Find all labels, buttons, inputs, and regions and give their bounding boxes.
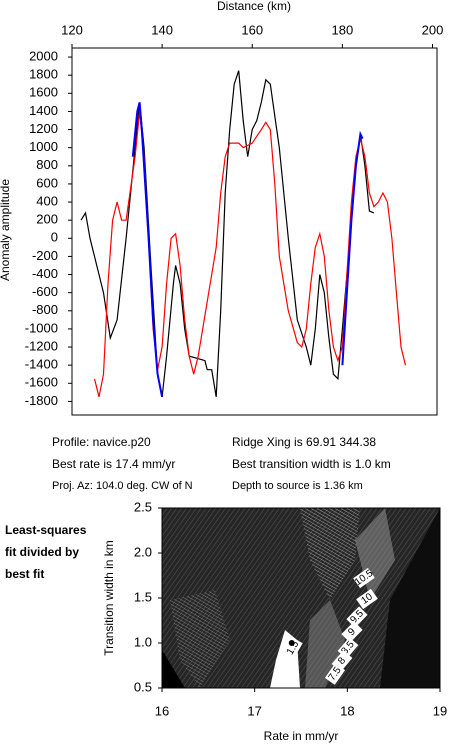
x-tick-label: 16: [155, 703, 169, 718]
contour-label: 10: [356, 588, 378, 610]
x-tick-label: 17: [247, 703, 261, 718]
y-tick-label: 2000: [29, 48, 58, 63]
plot-frame: [161, 507, 441, 689]
y-tick-label: 1800: [29, 67, 58, 82]
contour-light: [170, 590, 230, 688]
best-fit-point: [288, 640, 295, 646]
x-tick-label: 200: [422, 22, 444, 37]
info-text: Best rate is 17.4 mm/yr: [52, 457, 175, 471]
contour-label-bg: [324, 663, 346, 685]
contour-label-bg: [346, 606, 368, 628]
y-tick-label: 200: [36, 212, 58, 227]
y-tick-label: 1.0: [134, 634, 152, 649]
contour-light: [305, 600, 345, 688]
contour-label-bg: [283, 637, 303, 659]
info-text: Best transition width is 1.0 km: [232, 457, 391, 471]
y-tick-label: -800: [32, 302, 58, 317]
y-tick-label: -1200: [25, 338, 58, 353]
y-tick-label: 1000: [29, 139, 58, 154]
y-axis-label: Anomaly amplitude: [0, 179, 12, 281]
info-text: Ridge Xing is 69.91 344.38: [232, 435, 376, 449]
info-text: Depth to source is 1.36 km: [232, 480, 363, 492]
y-tick-label: 0.5: [134, 679, 152, 694]
y-tick-label: -600: [32, 284, 58, 299]
x-tick-label: 19: [433, 703, 447, 718]
contour-label-bg: [341, 621, 363, 643]
side-label: Least-squares: [5, 523, 87, 537]
y-tick-label: 600: [36, 175, 58, 190]
x-tick-label: 140: [151, 22, 173, 37]
contour-dark: [380, 508, 440, 688]
contour-plot: Least-squares fit divided by best fit Ra…: [5, 499, 447, 743]
y-tick-label: 1400: [29, 103, 58, 118]
y-tick-label: -1800: [25, 393, 58, 408]
side-label: fit divided by: [5, 545, 79, 559]
x-tick-label: 18: [340, 703, 354, 718]
profile-plot: Distance (km) Anomaly amplitude 120 140 16…: [0, 0, 444, 416]
contour-label-bg: [356, 588, 378, 610]
y-tick-label: -1000: [25, 320, 58, 335]
y-tick-label: 400: [36, 193, 58, 208]
series-line: [80, 70, 375, 398]
contour-dark: [162, 650, 185, 688]
side-label: best fit: [5, 567, 44, 581]
y-axis-label: Transition width in km: [102, 540, 116, 656]
y-tick-label: 800: [36, 157, 58, 172]
contour-label-text: 8: [336, 655, 348, 667]
info-text: Proj. Az: 104.0 deg. CW of N: [52, 480, 193, 492]
y-tick-label: -1400: [25, 357, 58, 372]
x-tick-label: 180: [332, 22, 354, 37]
x-axis-label: Rate in mm/yr: [264, 729, 339, 743]
info-block: Profile: navice.p20 Ridge Xing is 69.91 …: [52, 435, 391, 492]
x-tick-label: 120: [61, 22, 83, 37]
y-tick-label: -200: [32, 248, 58, 263]
series-line: [131, 102, 364, 398]
x-axis-label: Distance (km): [217, 0, 291, 13]
info-text: Profile: navice.p20: [52, 435, 151, 449]
contour-light: [300, 508, 360, 600]
contour-label: 9: [341, 621, 363, 643]
y-tick-label: 1200: [29, 121, 58, 136]
plot-frame: [71, 47, 438, 416]
y-tick-label: 1.5: [134, 589, 152, 604]
y-tick-label: 2.5: [134, 499, 152, 514]
y-tick-label: 1600: [29, 85, 58, 100]
series-line: [93, 111, 407, 398]
y-tick-label: -1600: [25, 375, 58, 390]
y-tick-label: -400: [32, 266, 58, 281]
x-tick-label: 160: [241, 22, 263, 37]
y-tick-label: 2.0: [134, 544, 152, 559]
y-tick-label: 0: [51, 230, 58, 245]
contour-label-bg: [353, 567, 375, 589]
